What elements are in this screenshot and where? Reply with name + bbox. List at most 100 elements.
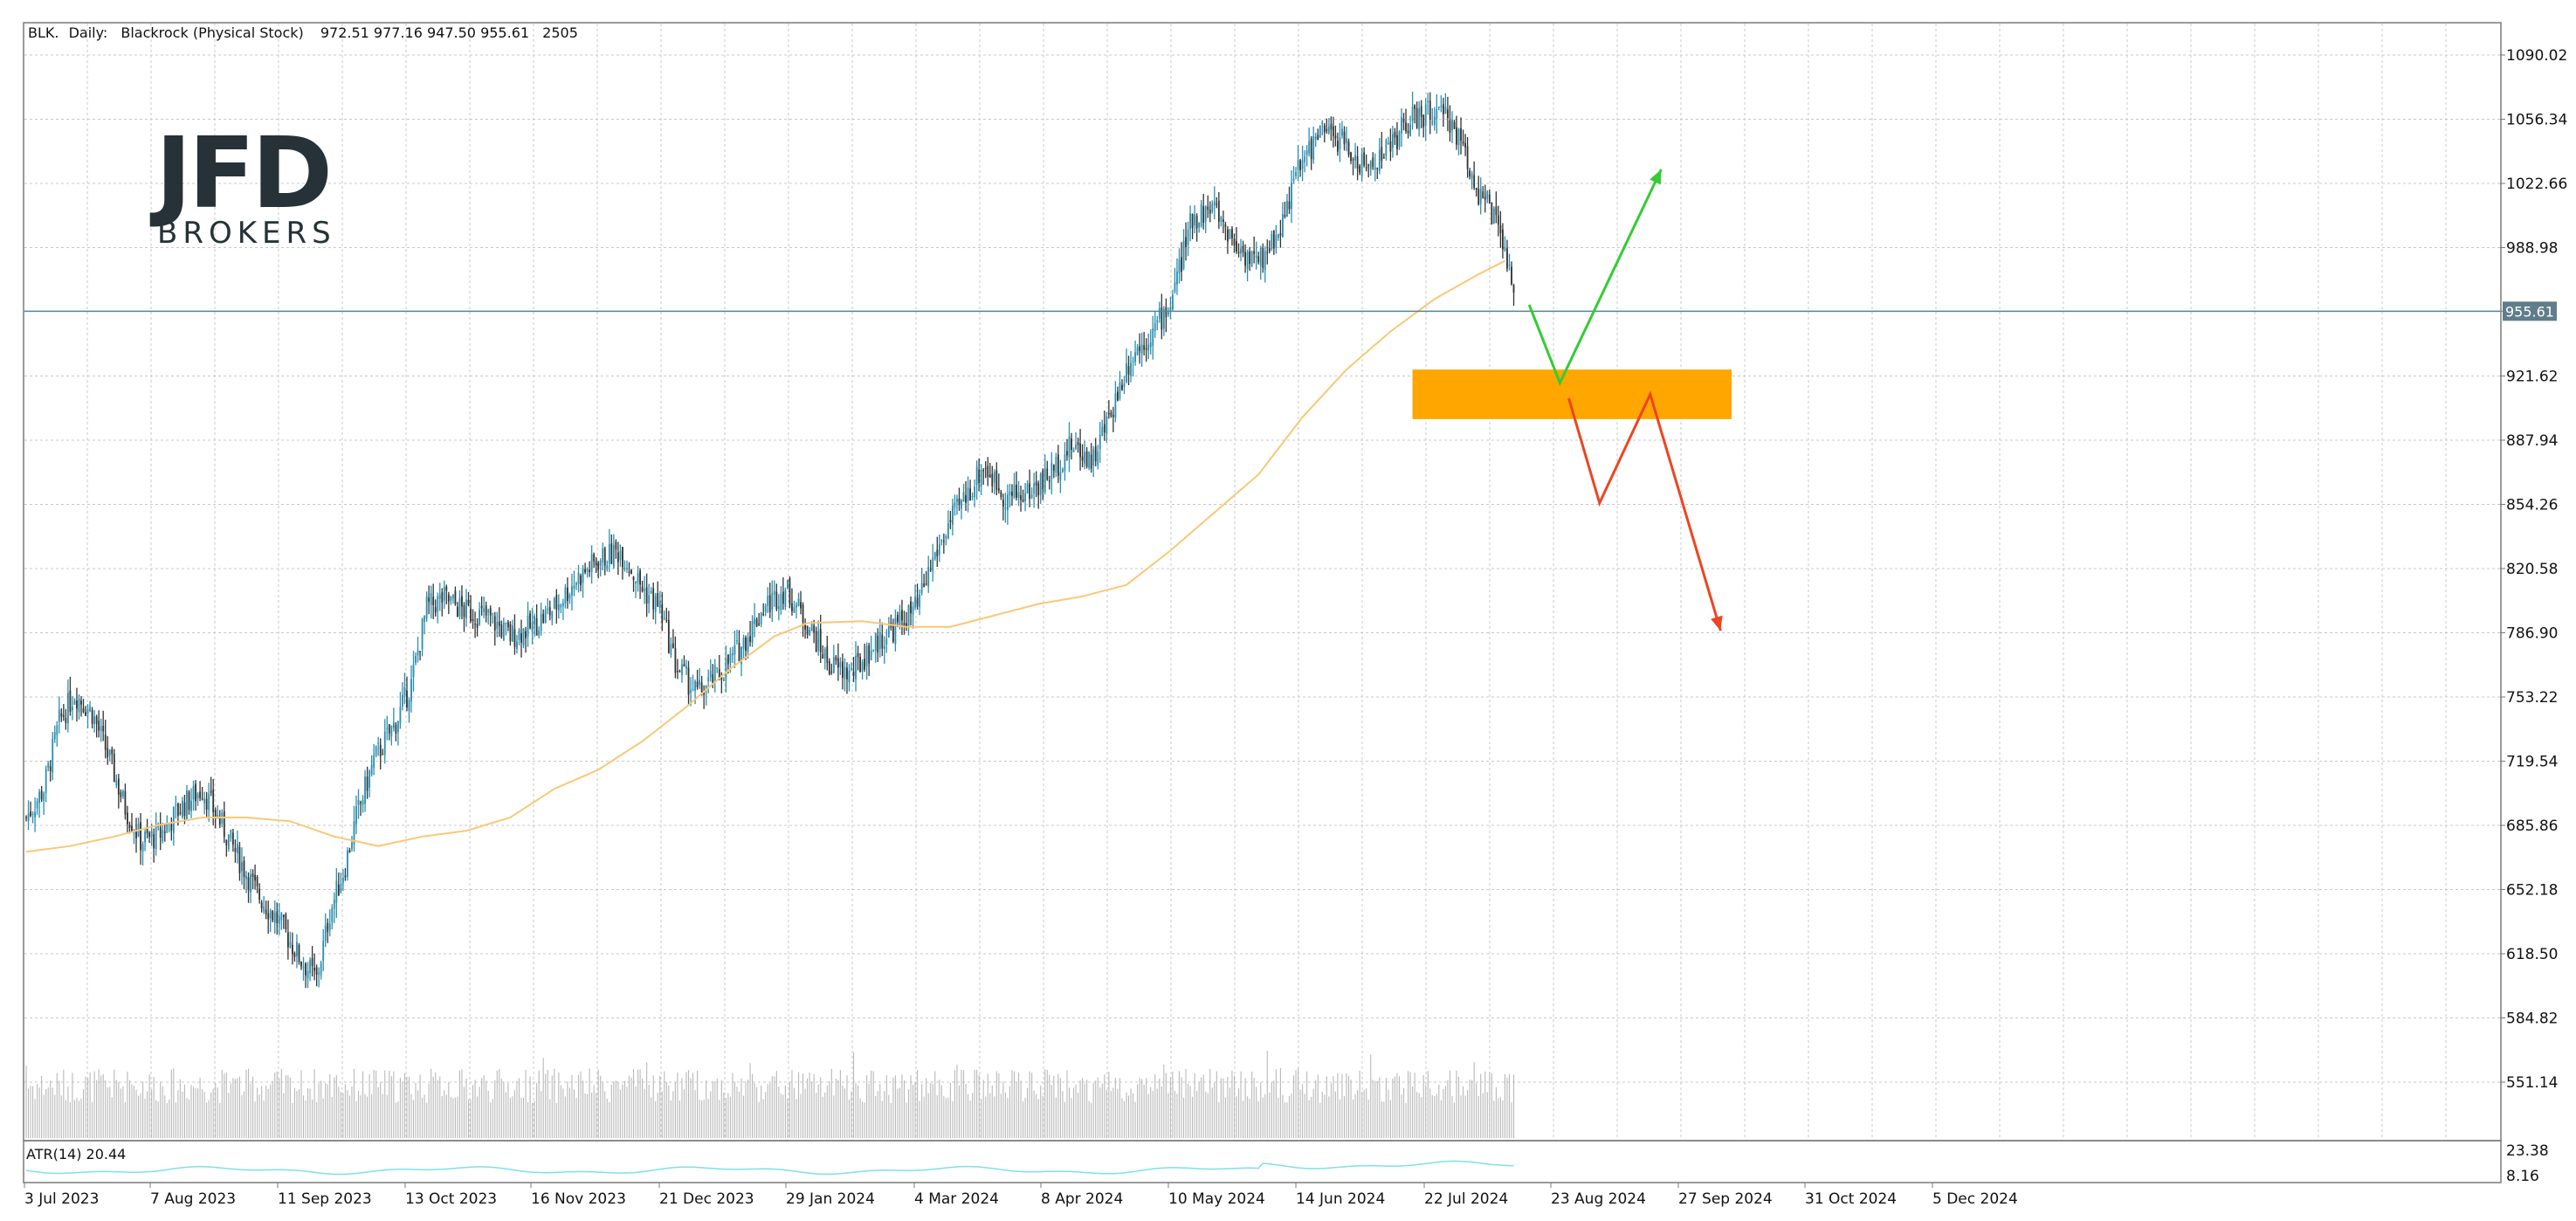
candle-body bbox=[800, 602, 802, 609]
candle-body bbox=[520, 632, 522, 643]
candle-body bbox=[1374, 167, 1376, 170]
candle-body bbox=[450, 597, 452, 601]
candle-body bbox=[1189, 213, 1191, 230]
candle-body bbox=[80, 700, 82, 705]
candle-body bbox=[485, 605, 487, 616]
candle-body bbox=[1020, 494, 1022, 500]
bearish-arrowhead bbox=[1711, 615, 1723, 631]
candle-body bbox=[351, 842, 353, 850]
candle-body bbox=[1339, 137, 1341, 149]
candle-body bbox=[500, 624, 503, 638]
candle-body bbox=[1026, 483, 1029, 493]
candle-body bbox=[830, 671, 833, 673]
candle-body bbox=[1275, 234, 1278, 248]
candle-body bbox=[305, 963, 307, 976]
candle-body bbox=[626, 568, 628, 569]
candle-body bbox=[492, 613, 494, 615]
candle-body bbox=[1204, 206, 1207, 222]
candle-body bbox=[718, 669, 720, 679]
candle-body bbox=[956, 498, 958, 502]
candle-body bbox=[1244, 252, 1246, 266]
candle-body bbox=[901, 610, 903, 621]
candle-body bbox=[1004, 507, 1007, 510]
candle-body bbox=[942, 541, 945, 542]
candle-body bbox=[205, 798, 208, 810]
candle-body bbox=[1062, 469, 1064, 473]
candle-body bbox=[298, 944, 300, 962]
candle-body bbox=[791, 603, 793, 611]
candle-body bbox=[1071, 438, 1072, 451]
symbol: BLK. bbox=[28, 24, 59, 41]
candle-body bbox=[183, 802, 186, 817]
candle-body bbox=[251, 873, 254, 878]
candle-body bbox=[47, 762, 50, 769]
x-tick-label: 5 Dec 2024 bbox=[1932, 1190, 2018, 1208]
candle-body bbox=[419, 651, 421, 652]
candle-body bbox=[487, 610, 490, 613]
candle-body bbox=[58, 709, 60, 722]
candle-body bbox=[906, 623, 907, 628]
x-tick-label: 31 Oct 2024 bbox=[1805, 1190, 1897, 1208]
candle-body bbox=[282, 914, 285, 917]
candle-body bbox=[1112, 415, 1114, 417]
candle-body bbox=[357, 800, 360, 805]
candle-body bbox=[1209, 209, 1211, 214]
candle-body bbox=[1282, 213, 1284, 237]
jfd-logo: JFD BROKERS bbox=[149, 117, 333, 251]
candle-body bbox=[163, 831, 166, 833]
candle-body bbox=[157, 825, 160, 828]
candle-body bbox=[210, 790, 212, 793]
candle-body bbox=[665, 619, 668, 621]
candle-body bbox=[616, 552, 619, 562]
candle-body bbox=[1387, 142, 1389, 144]
candle-body bbox=[172, 806, 175, 833]
candle-body bbox=[995, 470, 998, 491]
candle-body bbox=[230, 830, 232, 838]
candle-body bbox=[241, 862, 243, 872]
candle-body bbox=[470, 608, 472, 622]
candle-body bbox=[1354, 155, 1356, 161]
candle-body bbox=[344, 875, 347, 878]
candle-body bbox=[855, 655, 857, 679]
candle-body bbox=[1257, 256, 1260, 263]
candle-body bbox=[1262, 247, 1264, 268]
main-pane-frame bbox=[23, 22, 2502, 1142]
candle-body bbox=[599, 560, 602, 566]
candle-body bbox=[1202, 206, 1205, 224]
candle-body bbox=[309, 960, 311, 974]
candle-body bbox=[1396, 135, 1398, 149]
candle-body bbox=[382, 754, 384, 755]
candle-body bbox=[1382, 157, 1385, 159]
candle-body bbox=[538, 630, 541, 636]
candle-body bbox=[516, 641, 518, 649]
atr-label: ATR(14) 20.44 bbox=[26, 1146, 126, 1162]
candle-body bbox=[483, 608, 486, 612]
candle-body bbox=[1418, 107, 1421, 130]
candle-body bbox=[196, 793, 199, 799]
candle-body bbox=[696, 681, 699, 687]
candle-body bbox=[1217, 200, 1220, 222]
candle-body bbox=[364, 776, 366, 804]
candle-body bbox=[540, 613, 542, 631]
candle-body bbox=[561, 603, 564, 606]
candle-body bbox=[1378, 149, 1381, 171]
candle-body bbox=[771, 593, 774, 610]
candle-body bbox=[846, 667, 848, 679]
candle-body bbox=[1259, 247, 1262, 266]
candle-body bbox=[120, 791, 122, 797]
candle-body bbox=[797, 598, 800, 606]
candle-body bbox=[447, 594, 450, 602]
candle-body bbox=[513, 629, 516, 647]
candle-body bbox=[223, 811, 225, 838]
candle-body bbox=[1508, 265, 1511, 266]
y-tick-label: 921.62 bbox=[2506, 369, 2558, 386]
candle-body bbox=[322, 940, 325, 961]
candle-body bbox=[100, 726, 102, 732]
candle-body bbox=[1424, 104, 1427, 126]
candle-body bbox=[78, 698, 80, 713]
candle-body bbox=[1352, 159, 1354, 161]
candle-body bbox=[747, 637, 749, 652]
candle-body bbox=[390, 725, 393, 737]
candle-body bbox=[1156, 320, 1159, 323]
